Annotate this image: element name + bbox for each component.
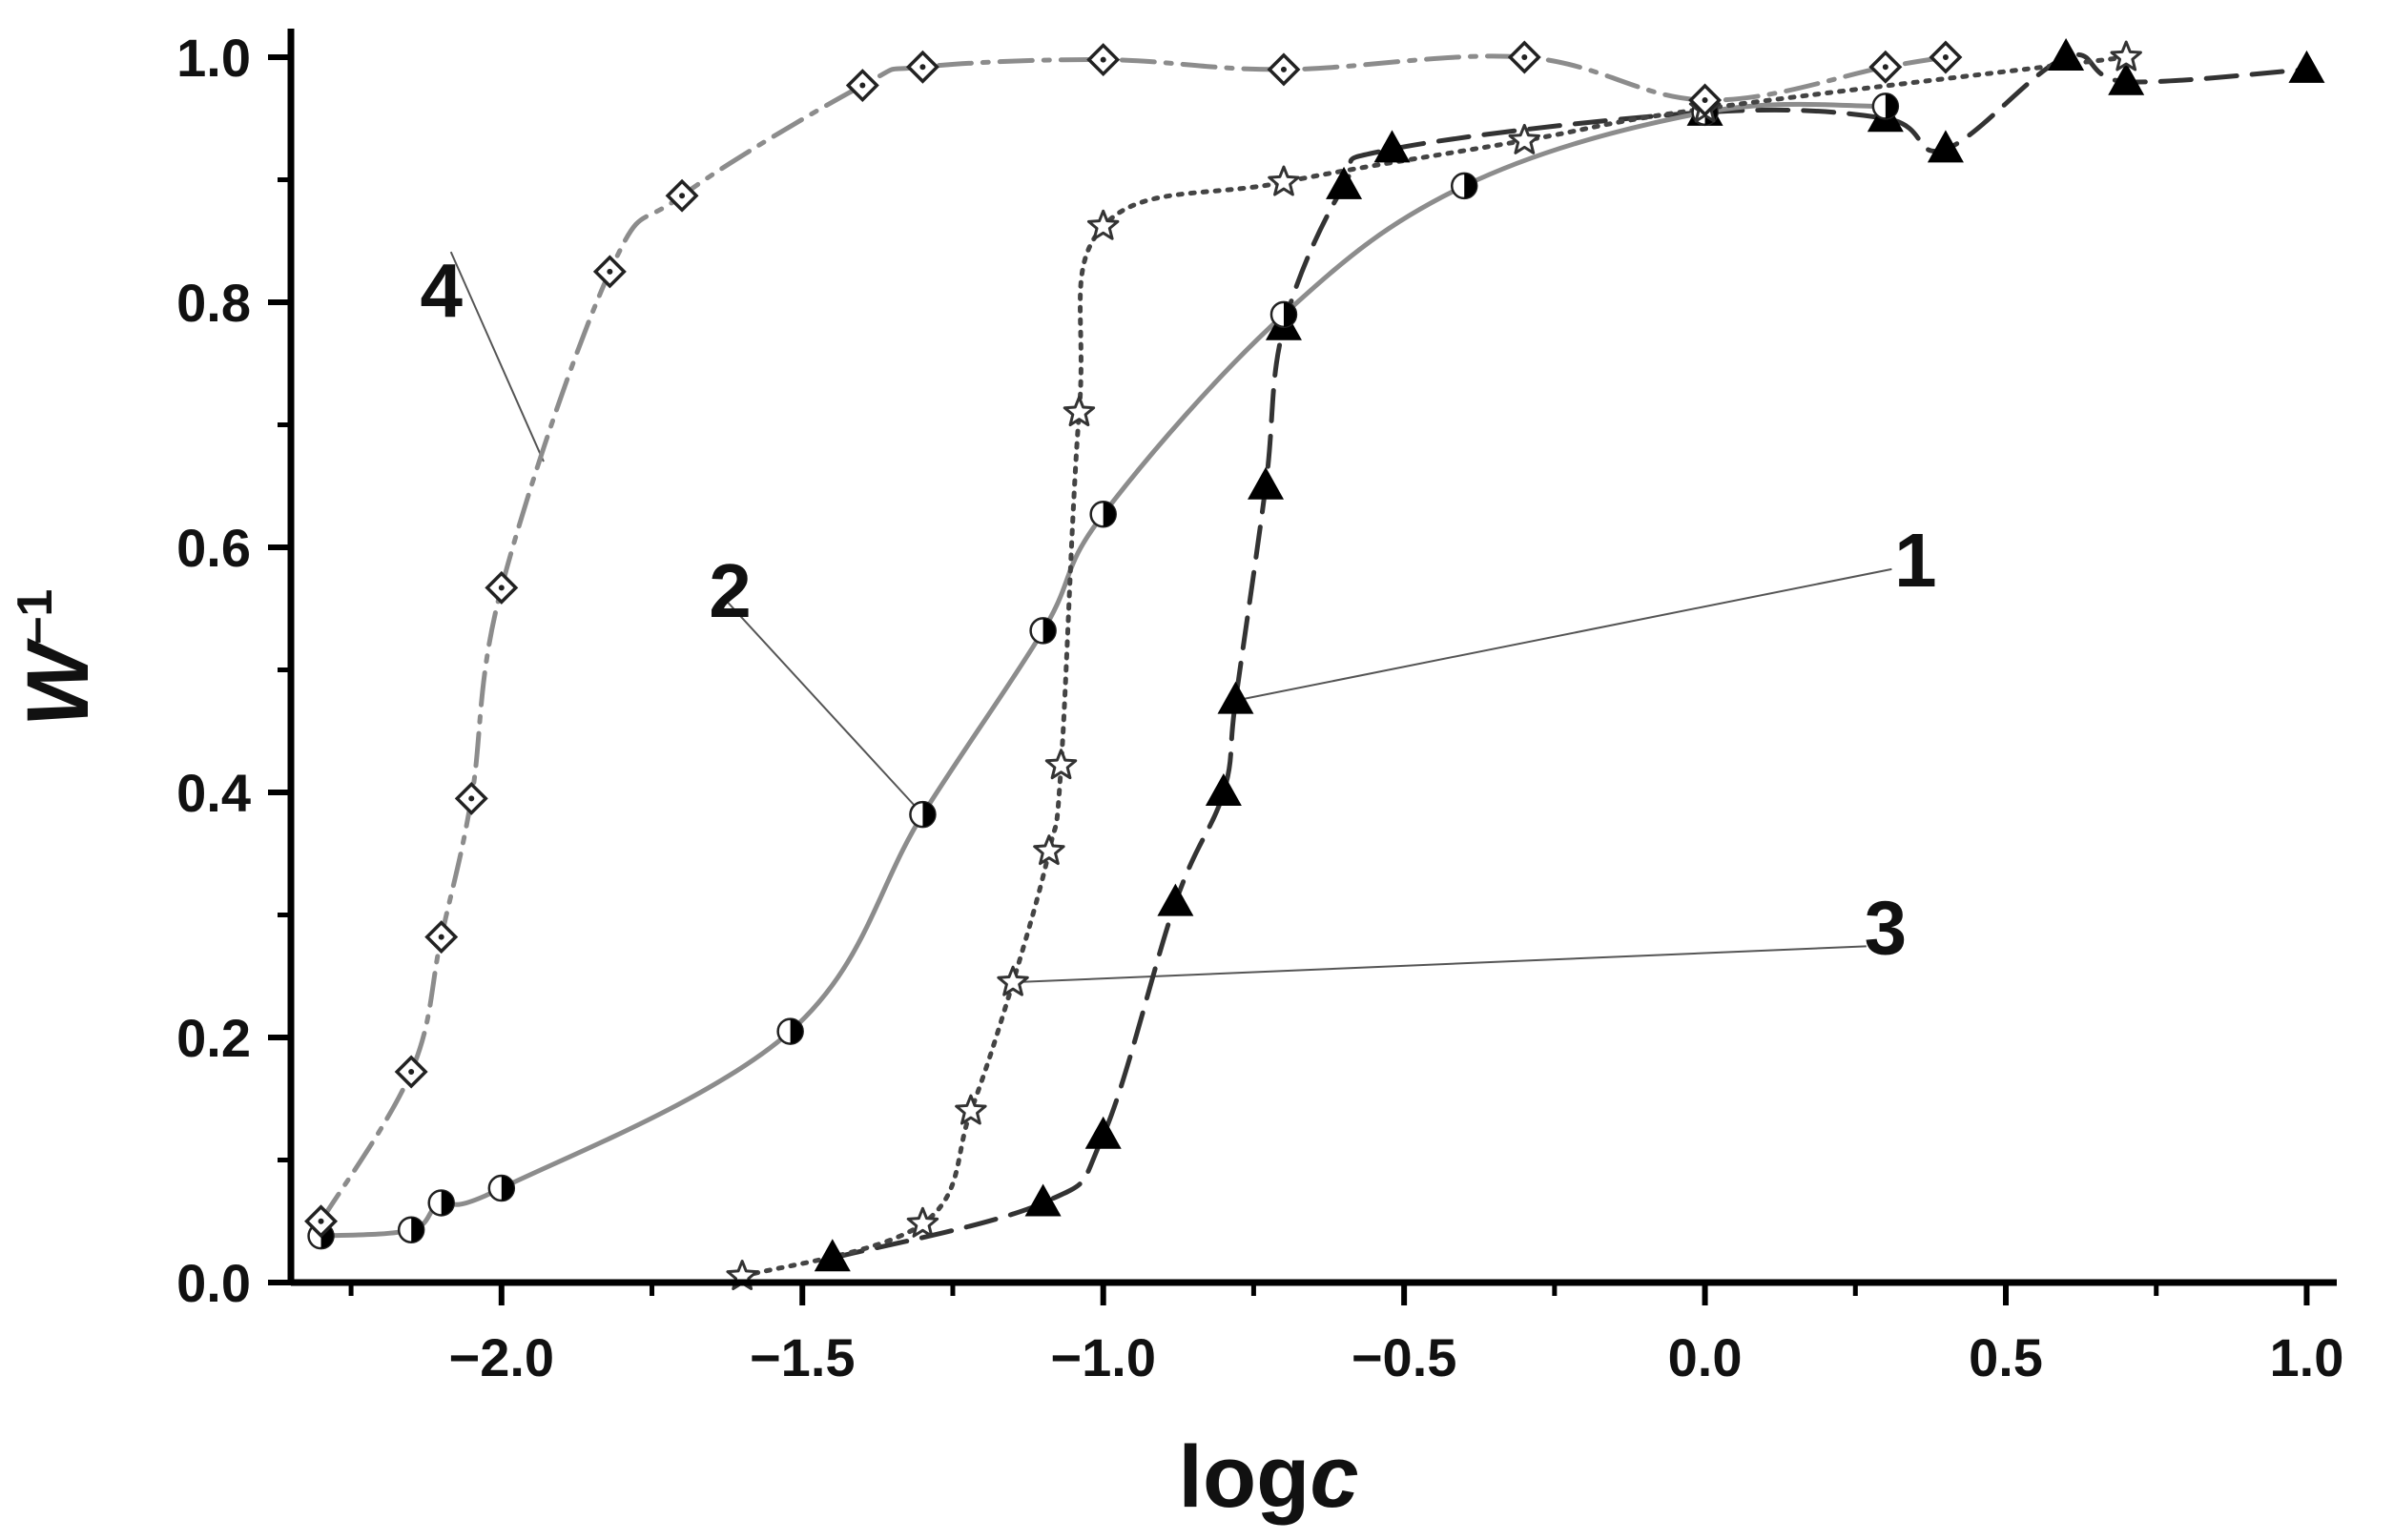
series-2-point [427,1189,455,1217]
series-1-point [2108,62,2145,95]
x-axis-title-text: log [1178,1428,1310,1526]
curve-label-4: 4 [420,248,463,333]
y-tick-label: 0.8 [176,273,251,333]
axes [287,29,2337,1286]
y-tick-label: 0.4 [176,763,251,823]
series-4-point [394,1055,428,1089]
series-1-point [2048,38,2085,71]
series-1-point [1024,1183,1062,1217]
series-2-line [319,101,1888,1239]
series-1-line [830,51,2309,1261]
leader-line-4 [449,251,545,462]
series-4-point [1929,40,1963,74]
series-3-point [1508,123,1541,154]
series-3-point [906,1206,939,1238]
series-2-point [487,1174,516,1202]
leader-line-2 [724,599,924,815]
x-ticks: −2.0 −1.5 −1.0 −0.5 0.0 0.5 1.0 [348,1283,2344,1387]
series-4-point [665,178,699,213]
series-markers [304,38,2325,1291]
y-tick-label: 1.0 [176,28,251,88]
x-tick-label: −0.5 [1352,1327,1457,1387]
series-2-point [909,800,937,829]
series-4-point [454,781,488,815]
y-tick-label: 0.2 [176,1008,251,1068]
x-axis-title-italic: c [1310,1428,1358,1526]
curve-label-2: 2 [709,548,752,633]
series-2-point [1871,92,1900,120]
series-4-point [304,1204,339,1239]
y-tick-label: 0.6 [176,518,251,578]
series-1-point [1248,466,1285,500]
series-2-point [397,1216,425,1243]
series-3-point [2110,40,2142,72]
series-1-point [2288,50,2325,83]
series-3-point [1063,396,1096,427]
series-4-point [1267,52,1301,87]
series-3-point [955,1094,987,1125]
curve-label-3: 3 [1865,885,1908,970]
series-2-point [1450,172,1478,200]
series-1-point [1205,773,1242,806]
x-tick-label: −1.5 [750,1327,856,1387]
x-tick-label: 0.0 [1668,1327,1743,1387]
series-2-point [1269,300,1298,329]
series-4-point [1507,40,1541,74]
leader-lines [449,251,1892,984]
series-4-point [905,50,939,84]
y-axis-title-text: W [10,637,107,727]
series-3-point [1044,749,1078,780]
x-tick-label: −1.0 [1050,1327,1156,1387]
series-curves [319,51,2309,1280]
series-1-point [1927,130,1964,163]
series-4-line [319,53,1949,1224]
series-2-point [1089,501,1117,528]
series-1-point [814,1239,851,1272]
x-tick-label: −2.0 [449,1327,555,1387]
y-tick-label: 0.0 [176,1253,251,1313]
y-axis-title-sup: –1 [8,589,63,645]
curve-labels: 1 2 3 4 [420,248,1936,970]
series-1-point [1373,130,1411,163]
leader-line-3 [1013,945,1867,984]
series-1-point [1326,166,1363,199]
curve-label-1: 1 [1894,518,1937,603]
x-tick-label: 1.0 [2270,1327,2344,1387]
series-3-point [1086,209,1120,240]
series-4-point [424,920,459,955]
series-1-point [1084,1116,1122,1149]
series-4-point [1688,83,1723,117]
x-tick-label: 0.5 [1969,1327,2043,1387]
series-3-point [997,965,1029,996]
series-2-point [1029,617,1057,645]
series-4-point [592,255,627,289]
y-axis-title: W–1 [8,589,107,728]
series-2-point [776,1017,804,1045]
series-3-line [739,54,2129,1280]
leader-line-1 [1235,567,1892,702]
series-3-point [1033,834,1065,866]
x-axis-title: logc [1178,1428,1358,1526]
y-ticks: 0.0 0.2 0.4 0.6 0.8 1.0 [176,28,291,1313]
series-4-point [1086,43,1121,77]
series-4-point [1868,50,1903,84]
series-1-point [1217,681,1254,714]
series-3-point [1268,165,1300,196]
series-4-point [485,570,519,605]
series-4-point [845,69,879,103]
series-1-point [1157,883,1194,916]
